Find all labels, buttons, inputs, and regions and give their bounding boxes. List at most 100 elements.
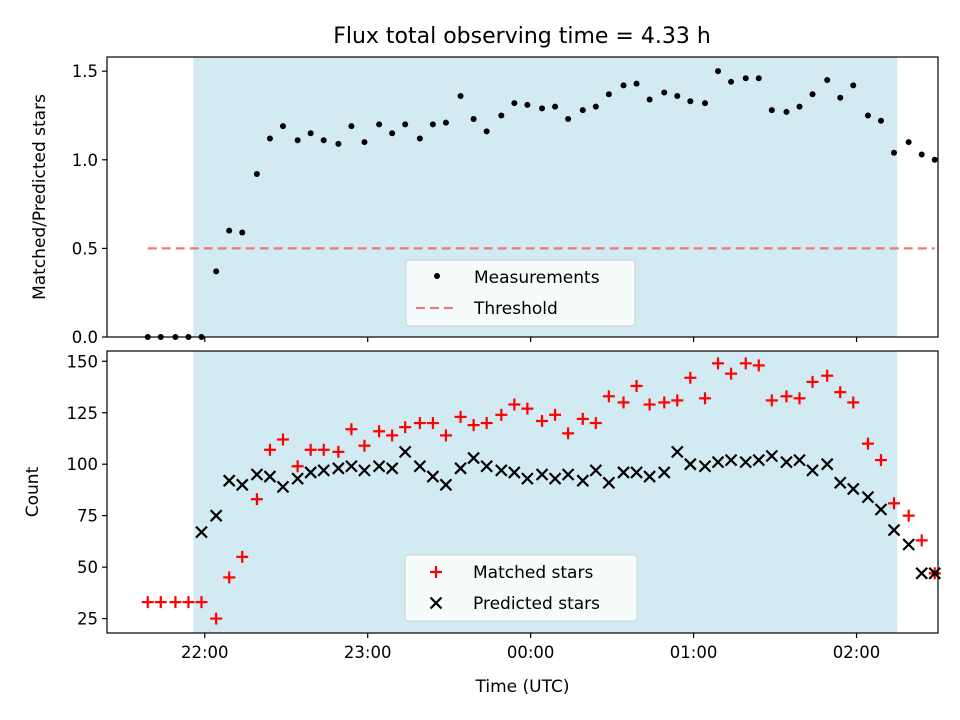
measurement-point — [348, 123, 355, 130]
measurement-point — [416, 135, 423, 142]
matched-star-point — [712, 357, 725, 370]
measurement-point — [864, 112, 871, 119]
matched-star-point — [671, 394, 684, 407]
measurement-point — [539, 105, 546, 112]
matched-star-point — [739, 357, 752, 370]
matched-star-point — [426, 417, 439, 430]
matched-star-point — [847, 396, 860, 409]
matched-star-point — [182, 596, 195, 609]
legend-matched-marker — [430, 566, 442, 578]
predicted-star-point — [589, 464, 603, 477]
predicted-star-point — [426, 470, 440, 483]
measurement-point — [442, 119, 449, 126]
measurement-point — [498, 112, 505, 119]
count-legend: Matched stars Predicted stars — [404, 554, 638, 622]
matched-star-point — [317, 443, 330, 456]
measurement-point — [307, 130, 314, 137]
predicted-star-point — [385, 462, 399, 475]
matched-star-point — [386, 429, 399, 442]
predicted-star-point — [195, 525, 208, 539]
predicted-star-point — [413, 459, 427, 473]
predicted-star-point — [765, 449, 779, 463]
predicted-star-point — [806, 464, 819, 477]
matched-star-point — [834, 386, 847, 399]
measurement-point — [742, 75, 749, 82]
predicted-star-point — [657, 466, 671, 479]
chart-title: Flux total observing time = 4.33 h — [333, 24, 711, 49]
count-panel: 25 50 75 100 125 150 22:00 23:00 00:00 01:00 02:0… — [23, 350, 942, 697]
matched-star-point — [725, 367, 738, 380]
predicted-star-point — [833, 476, 847, 490]
measurement-point — [728, 78, 735, 85]
matched-star-point — [236, 550, 249, 563]
matched-star-point — [752, 359, 765, 372]
predicted-star-point — [793, 453, 806, 467]
legend-predicted-marker — [429, 596, 443, 610]
matched-star-point — [576, 412, 589, 425]
measurement-point — [620, 82, 627, 89]
measurement-point — [253, 170, 260, 177]
matched-star-point — [250, 493, 263, 506]
predicted-star-point — [739, 455, 753, 469]
x-tick-label: 01:00 — [670, 643, 718, 662]
predicted-star-point — [887, 523, 901, 537]
matched-star-point — [480, 417, 493, 430]
predicted-star-point — [548, 472, 562, 485]
predicted-star-point — [398, 445, 412, 459]
matched-star-point — [332, 445, 345, 458]
predicted-star-point — [752, 453, 766, 467]
predicted-star-point — [561, 468, 575, 481]
matched-star-point — [495, 408, 508, 421]
matched-star-point — [373, 425, 386, 438]
matched-star-point — [210, 612, 223, 625]
predicted-star-point — [372, 459, 386, 473]
y-tick-label: 125 — [67, 404, 99, 423]
measurement-point — [483, 128, 490, 135]
count-legend-box — [404, 554, 638, 622]
predicted-star-point — [467, 451, 480, 465]
measurement-point — [877, 117, 884, 124]
measurement-point — [605, 91, 612, 98]
measurement-point — [701, 100, 708, 107]
matched-star-point — [536, 414, 549, 427]
time-x-axis-label: Time (UTC) — [475, 677, 570, 697]
ratio-y-axis-ticks: 0.0 0.5 1.0 1.5 — [72, 62, 107, 347]
matched-star-point — [698, 392, 711, 405]
x-tick-label: 02:00 — [833, 643, 881, 662]
predicted-star-point — [250, 468, 264, 481]
measurement-point — [266, 135, 273, 142]
x-tick-label: 00:00 — [507, 643, 555, 662]
predicted-stars-points — [195, 445, 942, 580]
matched-star-point — [630, 379, 643, 392]
y-tick-label: 50 — [77, 558, 98, 577]
predicted-star-point — [643, 470, 656, 483]
measurement-point — [646, 96, 653, 103]
ratio-panel-frame — [106, 56, 939, 338]
matched-star-point — [793, 392, 806, 405]
measurement-point — [239, 229, 246, 236]
measurement-point — [511, 100, 518, 107]
measurement-point — [661, 89, 668, 96]
predicted-star-point — [576, 474, 590, 487]
y-tick-label: 75 — [77, 507, 98, 526]
matched-star-point — [915, 534, 928, 547]
matched-star-point — [291, 460, 304, 473]
predicted-star-point — [495, 464, 508, 477]
matched-star-point — [154, 596, 167, 609]
measurement-point — [376, 121, 383, 128]
matched-star-point — [765, 394, 778, 407]
measurement-point — [809, 91, 816, 98]
measurement-point — [402, 121, 409, 128]
measurement-point — [783, 108, 790, 115]
predicted-star-point — [332, 462, 345, 475]
count-y-axis-label: Count — [23, 466, 43, 517]
matched-star-point — [549, 408, 562, 421]
y-tick-label: 1.5 — [72, 62, 98, 81]
matched-star-point — [358, 439, 371, 452]
y-tick-label: 0.5 — [72, 239, 98, 258]
y-tick-label: 150 — [67, 352, 99, 371]
measurement-point — [294, 137, 301, 144]
predicted-star-point — [630, 466, 643, 479]
matched-star-point — [684, 371, 697, 384]
predicted-star-point — [209, 509, 223, 522]
